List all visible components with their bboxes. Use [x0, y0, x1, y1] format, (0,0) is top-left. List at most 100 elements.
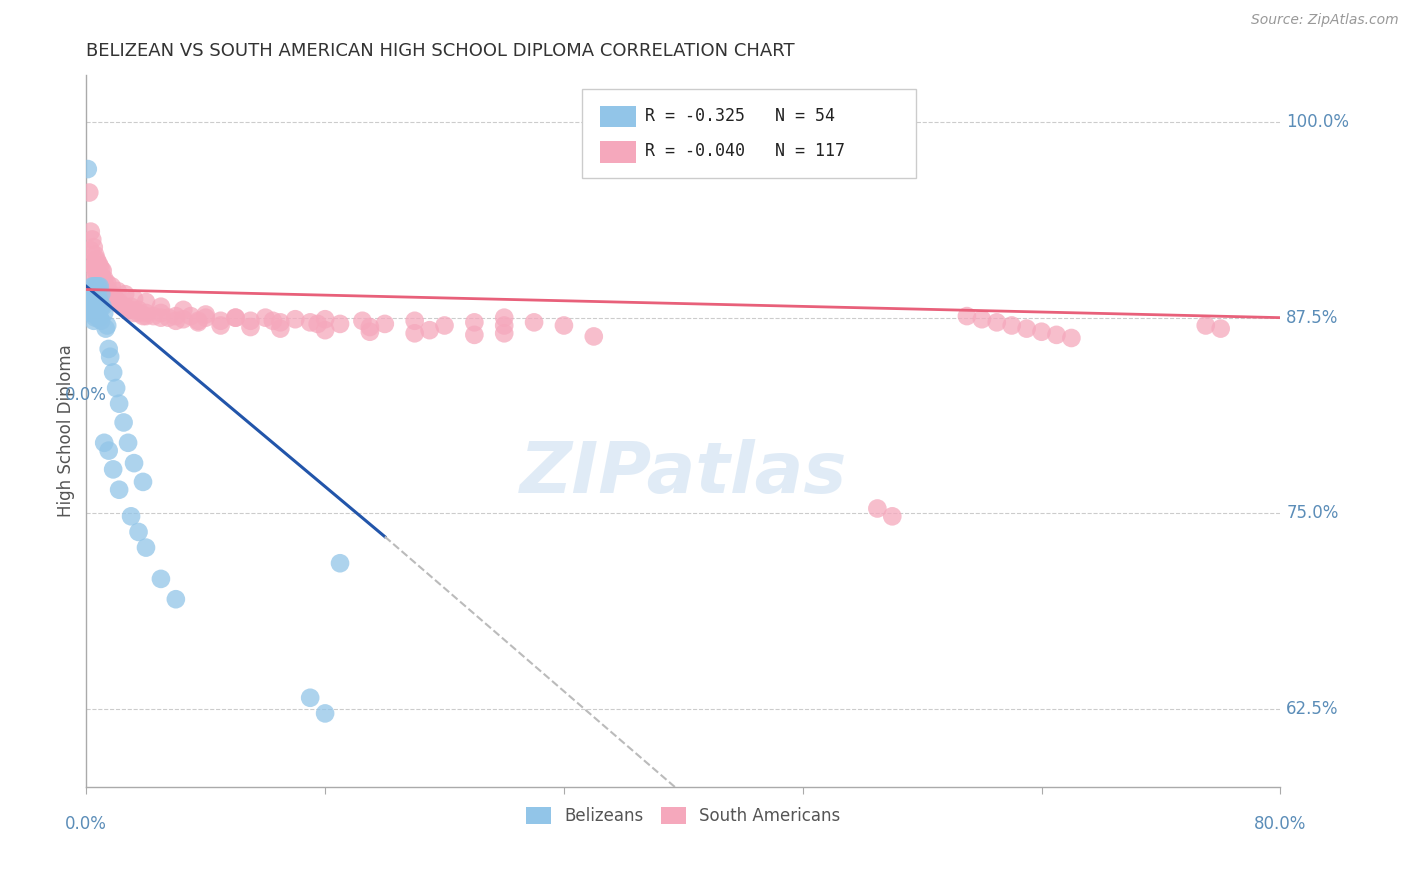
Point	[100, 279, 122, 293]
Point	[80, 295, 103, 310]
Point	[352, 314, 374, 328]
Point	[89, 279, 111, 293]
Point	[1045, 327, 1067, 342]
Point	[96, 318, 118, 333]
Point	[553, 318, 575, 333]
Point	[269, 321, 291, 335]
Point	[86, 306, 108, 320]
Point	[122, 292, 145, 306]
Point	[83, 290, 105, 304]
Point	[90, 279, 112, 293]
Text: 62.5%: 62.5%	[1286, 699, 1339, 718]
Point	[97, 342, 120, 356]
Point	[80, 244, 103, 258]
Point	[87, 256, 110, 270]
Text: BELIZEAN VS SOUTH AMERICAN HIGH SCHOOL DIPLOMA CORRELATION CHART: BELIZEAN VS SOUTH AMERICAN HIGH SCHOOL D…	[86, 42, 794, 60]
Point	[149, 300, 172, 314]
Point	[101, 462, 124, 476]
Point	[101, 293, 124, 308]
Point	[82, 290, 104, 304]
Point	[98, 290, 121, 304]
Point	[122, 456, 145, 470]
Point	[172, 302, 194, 317]
Point	[80, 306, 103, 320]
Point	[307, 317, 329, 331]
Point	[111, 300, 134, 314]
Point	[91, 300, 114, 314]
Point	[89, 279, 111, 293]
Point	[107, 284, 129, 298]
Point	[84, 248, 107, 262]
Text: 80.0%: 80.0%	[1254, 815, 1306, 833]
Point	[77, 186, 100, 200]
Point	[329, 556, 352, 570]
Point	[93, 435, 115, 450]
Point	[122, 306, 145, 320]
Point	[86, 275, 108, 289]
Point	[90, 314, 112, 328]
Point	[128, 524, 150, 539]
Point	[135, 309, 157, 323]
Point	[83, 302, 105, 317]
Point	[404, 326, 426, 341]
Point	[262, 314, 284, 328]
Point	[135, 541, 157, 555]
Point	[329, 317, 352, 331]
Point	[142, 309, 165, 323]
Point	[114, 287, 136, 301]
Point	[314, 312, 336, 326]
Point	[120, 300, 142, 314]
Point	[956, 309, 979, 323]
Point	[463, 327, 485, 342]
Point	[97, 443, 120, 458]
Point	[187, 315, 209, 329]
Point	[83, 259, 105, 273]
Point	[82, 256, 104, 270]
Point	[91, 284, 114, 298]
Point	[83, 314, 105, 328]
Point	[104, 290, 127, 304]
Point	[96, 287, 118, 301]
Point	[225, 310, 247, 325]
Point	[187, 314, 209, 328]
Point	[299, 315, 322, 329]
Point	[91, 271, 114, 285]
Point	[359, 320, 381, 334]
Point	[128, 306, 150, 320]
Point	[1001, 318, 1024, 333]
Point	[194, 308, 217, 322]
Point	[494, 326, 516, 341]
Point	[404, 314, 426, 328]
Bar	[600, 142, 636, 162]
Point	[114, 300, 136, 314]
Point	[149, 572, 172, 586]
Point	[94, 287, 117, 301]
Point	[80, 225, 103, 239]
Point	[77, 284, 100, 298]
Point	[87, 275, 110, 289]
Point	[284, 312, 307, 326]
Point	[83, 240, 105, 254]
Legend: Belizeans, South Americans: Belizeans, South Americans	[520, 800, 846, 832]
Point	[89, 310, 111, 325]
Point	[91, 264, 114, 278]
Point	[239, 320, 262, 334]
Point	[225, 310, 247, 325]
Point	[77, 300, 100, 314]
Point	[494, 310, 516, 325]
Point	[82, 279, 104, 293]
Point	[970, 312, 993, 326]
Point	[117, 302, 139, 317]
Point	[90, 300, 112, 314]
Point	[120, 302, 142, 317]
Point	[97, 284, 120, 298]
Point	[866, 501, 889, 516]
Point	[84, 310, 107, 325]
Point	[89, 295, 111, 310]
Point	[112, 416, 135, 430]
Text: Source: ZipAtlas.com: Source: ZipAtlas.com	[1251, 13, 1399, 28]
Point	[86, 264, 108, 278]
Point	[314, 706, 336, 721]
Point	[84, 264, 107, 278]
Point	[299, 690, 322, 705]
